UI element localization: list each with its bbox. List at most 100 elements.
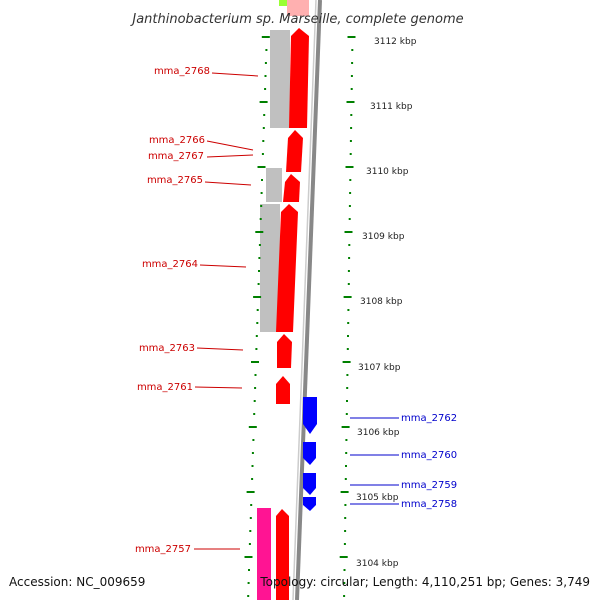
tick-mark bbox=[349, 179, 352, 181]
gene-label-mma_2758[interactable]: mma_2758 bbox=[401, 499, 457, 510]
tick-mark bbox=[251, 465, 254, 467]
tick-mark bbox=[349, 153, 352, 155]
leader-mma_2764 bbox=[199, 264, 247, 268]
gray-feature-2 bbox=[266, 168, 282, 202]
tick-mark bbox=[260, 192, 263, 194]
backbone-inner bbox=[292, 0, 317, 600]
tick-mark bbox=[341, 426, 350, 428]
gene-label-mma_2765[interactable]: mma_2765 bbox=[147, 175, 203, 186]
scale-label-3107: 3107 kbp bbox=[358, 363, 401, 373]
tick-mark bbox=[247, 582, 250, 584]
tick-mark bbox=[261, 153, 264, 155]
tick-mark bbox=[261, 36, 270, 38]
leader-mma_2761 bbox=[194, 386, 243, 389]
gene-label-mma_2763[interactable]: mma_2763 bbox=[139, 343, 195, 354]
tick-mark bbox=[347, 270, 350, 272]
tick-mark bbox=[258, 257, 261, 259]
top-pink-feature bbox=[287, 0, 309, 16]
gene-arrow-mma_2765 bbox=[283, 174, 300, 202]
gene-label-mma_2757[interactable]: mma_2757 bbox=[135, 544, 191, 555]
tick-mark bbox=[264, 62, 267, 64]
gene-label-mma_2761[interactable]: mma_2761 bbox=[137, 382, 193, 393]
tick-mark bbox=[260, 205, 263, 207]
gene-label-mma_2759[interactable]: mma_2759 bbox=[401, 480, 457, 491]
gene-arrow-mma_2763 bbox=[277, 334, 292, 368]
leader-mma_2767 bbox=[206, 154, 254, 158]
tick-mark bbox=[343, 296, 352, 298]
tick-mark bbox=[259, 101, 268, 103]
tick-mark bbox=[347, 322, 350, 324]
tick-mark bbox=[349, 140, 352, 142]
gene-arrow-mma_2766 bbox=[286, 130, 303, 172]
reverse-leader-lines bbox=[350, 417, 399, 505]
gene-label-mma_2768[interactable]: mma_2768 bbox=[154, 66, 210, 77]
tick-mark bbox=[344, 231, 353, 233]
gene-arrow-mma_2768 bbox=[289, 28, 309, 128]
tick-mark bbox=[254, 387, 257, 389]
gene-label-mma_2762[interactable]: mma_2762 bbox=[401, 413, 457, 424]
tick-mark bbox=[346, 400, 348, 402]
tick-mark bbox=[258, 270, 260, 272]
leader-mma_2768 bbox=[211, 72, 259, 77]
leader-mma_2763 bbox=[196, 347, 244, 351]
gene-label-mma_2766[interactable]: mma_2766 bbox=[149, 135, 205, 146]
forward-leader-lines bbox=[194, 72, 259, 550]
tick-mark bbox=[343, 543, 346, 545]
tick-mark bbox=[344, 517, 347, 519]
tick-mark bbox=[345, 465, 347, 467]
tick-mark bbox=[349, 192, 352, 194]
gene-label-mma_2760[interactable]: mma_2760 bbox=[401, 450, 457, 461]
tick-mark bbox=[345, 166, 354, 168]
tick-mark bbox=[253, 413, 256, 415]
gene-arrow-mma_2760 bbox=[303, 442, 316, 465]
tick-mark bbox=[265, 49, 268, 51]
tick-mark bbox=[255, 231, 264, 233]
tick-mark bbox=[347, 309, 350, 311]
tick-mark bbox=[348, 257, 351, 259]
tick-mark bbox=[246, 491, 255, 493]
tick-mark bbox=[343, 595, 346, 597]
tick-mark bbox=[254, 374, 257, 376]
tick-marks-left bbox=[244, 36, 270, 597]
tick-mark bbox=[348, 205, 351, 207]
scale-label-3109: 3109 kbp bbox=[362, 232, 405, 242]
tick-mark bbox=[247, 595, 250, 597]
gene-label-mma_2767[interactable]: mma_2767 bbox=[148, 151, 204, 162]
leader-mma_2765 bbox=[204, 181, 252, 186]
tick-mark bbox=[252, 439, 255, 441]
tick-mark bbox=[250, 504, 253, 506]
tick-mark bbox=[346, 101, 355, 103]
tick-mark bbox=[261, 179, 263, 181]
tick-mark bbox=[259, 218, 262, 220]
gray-feature-3 bbox=[260, 204, 280, 332]
backbone-outer bbox=[295, 0, 322, 600]
tick-mark bbox=[253, 400, 256, 402]
tick-mark bbox=[339, 556, 348, 558]
tick-mark bbox=[255, 335, 258, 337]
tick-mark bbox=[350, 127, 353, 129]
tick-mark bbox=[257, 283, 260, 285]
tick-mark bbox=[255, 348, 258, 350]
tick-mark bbox=[248, 543, 251, 545]
tick-mark bbox=[248, 426, 257, 428]
tick-mark bbox=[347, 283, 350, 285]
tick-mark bbox=[264, 75, 267, 77]
tick-mark bbox=[346, 348, 349, 350]
gene-label-mma_2764[interactable]: mma_2764 bbox=[142, 259, 198, 270]
map-title: Janthinobacterium sp. Marseille, complet… bbox=[129, 12, 463, 27]
tick-mark bbox=[346, 387, 349, 389]
tick-mark bbox=[347, 36, 356, 38]
tick-mark bbox=[346, 374, 349, 376]
genome-summary-text: Topology: circular; Length: 4,110,251 bp… bbox=[259, 575, 590, 589]
tick-mark bbox=[256, 309, 259, 311]
tick-mark bbox=[348, 244, 351, 246]
reverse-gene-labels: mma_2762 mma_2760 mma_2759 mma_2758 bbox=[401, 413, 457, 510]
tick-mark bbox=[344, 530, 347, 532]
tick-mark bbox=[258, 244, 261, 246]
gene-arrow-mma_2761 bbox=[276, 376, 290, 404]
tick-mark bbox=[264, 88, 267, 90]
tick-mark bbox=[347, 335, 349, 337]
tick-mark bbox=[253, 296, 262, 298]
gray-feature-1 bbox=[270, 30, 290, 128]
scale-labels: 3112 kbp 3111 kbp 3110 kbp 3109 kbp 3108… bbox=[356, 37, 417, 569]
